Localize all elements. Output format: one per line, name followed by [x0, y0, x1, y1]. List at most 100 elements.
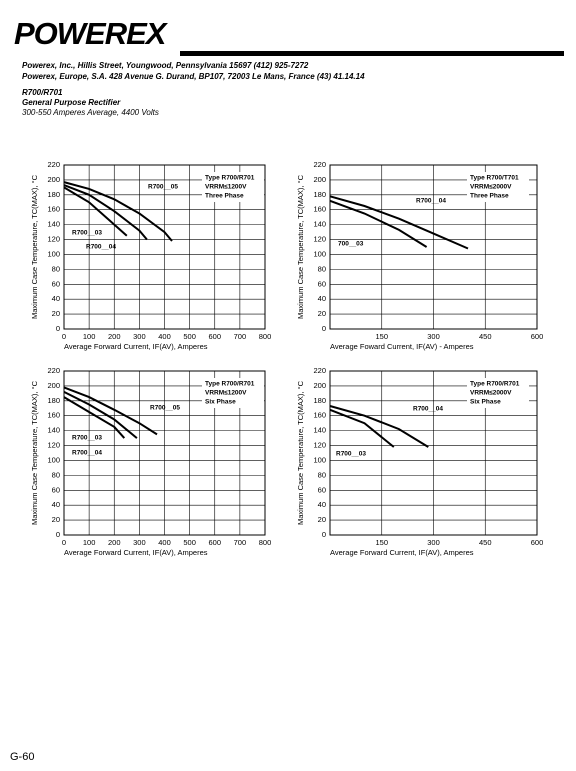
y-tick-label: 220 — [47, 366, 60, 375]
logo: POWEREX — [14, 16, 169, 51]
rating: 300-550 Amperes Average, 4400 Volts — [22, 108, 159, 117]
y-tick-label: 200 — [47, 175, 60, 184]
y-tick-label: 80 — [318, 470, 326, 479]
y-tick-label: 40 — [318, 500, 326, 509]
curve — [63, 181, 173, 242]
y-tick-label: 180 — [313, 190, 326, 199]
y-tick-label: 100 — [313, 455, 326, 464]
x-tick-label: 700 — [234, 538, 247, 547]
x-tick-label: 0 — [62, 332, 66, 341]
y-tick-label: 80 — [318, 264, 326, 273]
y-tick-label: 100 — [313, 249, 326, 258]
x-tick-label: 600 — [208, 538, 221, 547]
y-tick-label: 220 — [47, 160, 60, 169]
y-tick-label: 120 — [313, 235, 326, 244]
note-box — [467, 172, 529, 202]
y-tick-label: 200 — [47, 381, 60, 390]
y-tick-label: 40 — [52, 294, 60, 303]
x-tick-label: 200 — [108, 332, 121, 341]
note: Three Phase — [205, 193, 244, 200]
curve-label: R700__05 — [148, 184, 178, 191]
x-axis-label: Average Forward Current, IF(AV), Amperes — [330, 548, 474, 557]
note: Six Phase — [470, 399, 501, 406]
y-axis-label: Maximum Case Temperature, TC(MAX), °C — [30, 174, 39, 319]
curve-label: R700__03 — [72, 435, 102, 442]
x-tick-label: 300 — [133, 538, 146, 547]
curve — [329, 199, 428, 248]
note: VRRM≤2000V — [470, 184, 512, 191]
x-tick-label: 0 — [62, 538, 66, 547]
y-tick-label: 100 — [47, 249, 60, 258]
y-tick-label: 0 — [322, 530, 326, 539]
note: Type R700/T701 — [470, 175, 519, 182]
note: VRRM≤1200V — [205, 390, 247, 397]
description: General Purpose Rectifier — [22, 98, 121, 107]
note: Type R700/R701 — [205, 175, 255, 182]
y-tick-label: 220 — [313, 160, 326, 169]
note-box — [467, 378, 529, 408]
x-tick-label: 300 — [427, 538, 440, 547]
y-tick-label: 120 — [47, 441, 60, 450]
curve-label: 700__03 — [338, 241, 364, 248]
y-tick-label: 60 — [318, 279, 326, 288]
y-tick-label: 60 — [52, 279, 60, 288]
note: Six Phase — [205, 399, 236, 406]
x-tick-label: 600 — [208, 332, 221, 341]
note: VRRM≤2000V — [470, 390, 512, 397]
x-tick-label: 450 — [479, 538, 492, 547]
x-tick-label: 400 — [158, 332, 171, 341]
y-tick-label: 0 — [322, 324, 326, 333]
y-tick-label: 0 — [56, 324, 60, 333]
x-tick-label: 150 — [375, 538, 388, 547]
y-tick-label: 160 — [47, 411, 60, 420]
y-tick-label: 100 — [47, 455, 60, 464]
header-rule — [180, 51, 564, 56]
x-tick-label: 800 — [259, 538, 272, 547]
y-tick-label: 20 — [52, 309, 60, 318]
x-axis-label: Average Foward Current, IF(AV) - Amperes — [330, 342, 474, 351]
y-tick-label: 80 — [52, 264, 60, 273]
y-tick-label: 140 — [313, 426, 326, 435]
y-tick-label: 80 — [52, 470, 60, 479]
y-axis-label: Maximum Case Temperature, TC(MAX), °C — [296, 380, 305, 525]
x-tick-label: 600 — [531, 332, 544, 341]
y-tick-label: 200 — [313, 381, 326, 390]
curve — [329, 405, 429, 448]
x-tick-label: 600 — [531, 538, 544, 547]
address-us: Powerex, Inc., Hillis Street, Youngwood,… — [22, 61, 309, 70]
curve — [63, 184, 148, 241]
part-number: R700/R701 — [22, 88, 63, 97]
x-axis-label: Average Forward Current, IF(AV), Amperes — [64, 548, 208, 557]
y-tick-label: 40 — [318, 294, 326, 303]
y-tick-label: 180 — [47, 396, 60, 405]
x-tick-label: 100 — [83, 538, 96, 547]
y-tick-label: 120 — [313, 441, 326, 450]
address-eu: Powerex, Europe, S.A. 428 Avenue G. Dura… — [22, 72, 365, 81]
curve — [63, 396, 126, 439]
note: Three Phase — [470, 193, 509, 200]
curve-label: R700__03 — [72, 230, 102, 237]
note-box — [202, 172, 264, 202]
x-tick-label: 400 — [158, 538, 171, 547]
y-tick-label: 140 — [313, 220, 326, 229]
x-tick-label: 700 — [234, 332, 247, 341]
x-tick-label: 300 — [427, 332, 440, 341]
page-number: G-60 — [10, 751, 34, 763]
note-box — [202, 378, 264, 408]
y-tick-label: 220 — [313, 366, 326, 375]
y-tick-label: 120 — [47, 235, 60, 244]
y-tick-label: 40 — [52, 500, 60, 509]
x-axis-label: Average Forward Current, IF(AV), Amperes — [64, 342, 208, 351]
curve — [63, 391, 138, 439]
y-tick-label: 20 — [318, 309, 326, 318]
x-tick-label: 800 — [259, 332, 272, 341]
curve-label: R700__04 — [413, 406, 443, 413]
y-tick-label: 180 — [47, 190, 60, 199]
x-tick-label: 450 — [479, 332, 492, 341]
y-tick-label: 160 — [313, 205, 326, 214]
curve-label: R700__03 — [336, 451, 366, 458]
curve — [329, 408, 395, 448]
x-tick-label: 100 — [83, 332, 96, 341]
